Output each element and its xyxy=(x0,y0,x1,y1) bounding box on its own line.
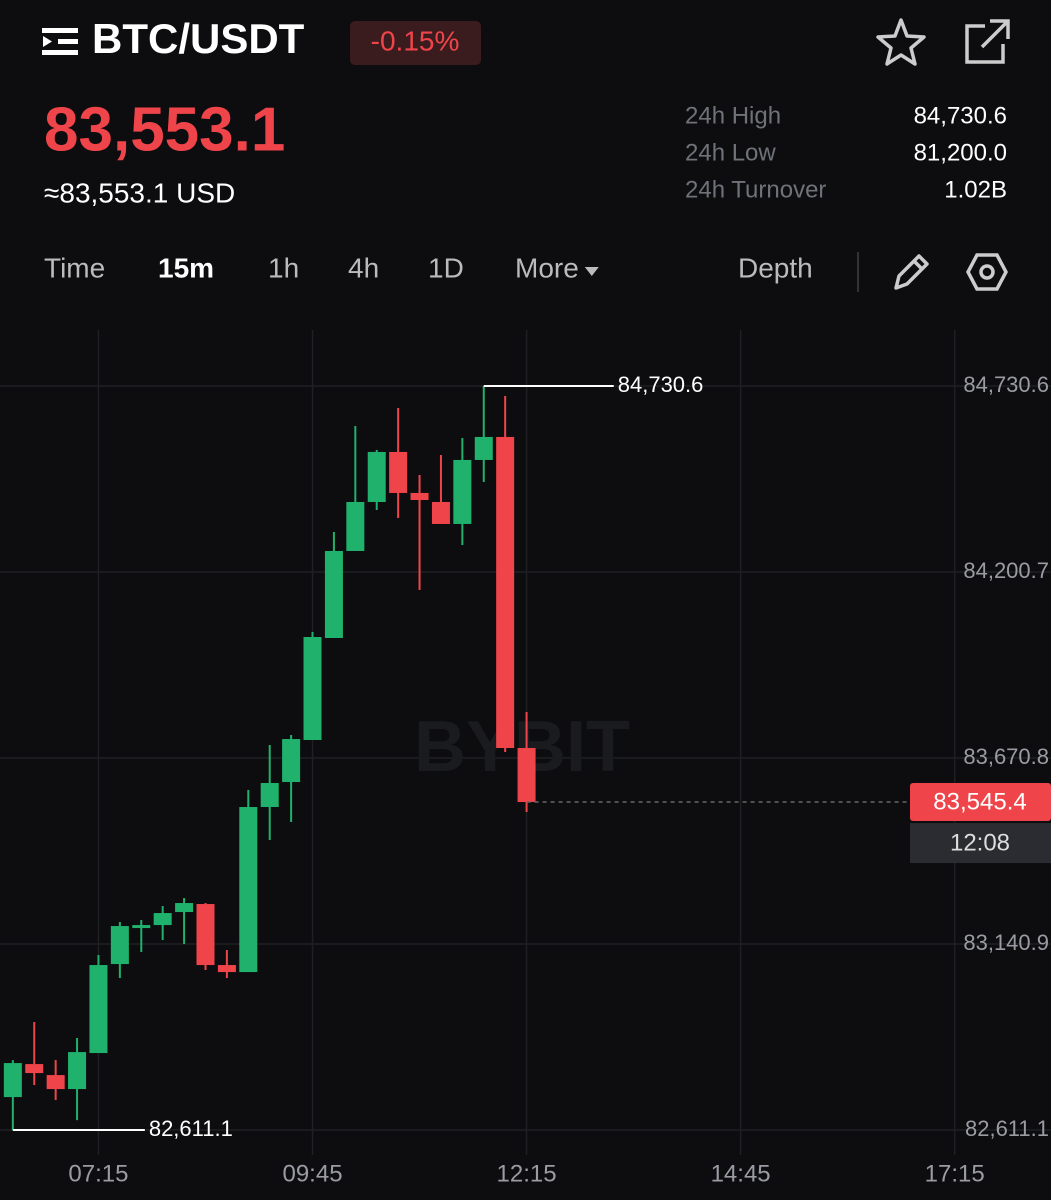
last-price: 83,553.1 xyxy=(44,95,285,164)
candle-body xyxy=(239,807,258,973)
interval-tab[interactable]: 1h xyxy=(268,252,299,283)
depth-tab[interactable]: Depth xyxy=(738,252,813,283)
countdown-label: 12:08 xyxy=(950,829,1010,856)
x-tick-label: 09:45 xyxy=(282,1160,342,1187)
price-usd: ≈83,553.1 USD xyxy=(44,177,235,208)
candle-body xyxy=(260,783,279,808)
candle-body xyxy=(153,913,172,926)
pair-title: BTC/USDT xyxy=(92,15,305,62)
dropdown-arrow xyxy=(584,267,599,276)
y-tick-label: 83,670.8 xyxy=(963,744,1049,769)
x-tick-label: 12:15 xyxy=(497,1160,557,1187)
interval-tab[interactable]: More xyxy=(515,252,579,283)
candle-body xyxy=(389,451,408,493)
candle-body xyxy=(410,492,429,500)
x-tick-label: 07:15 xyxy=(68,1160,128,1187)
stat-value: 84,730.6 xyxy=(914,102,1007,129)
candle-body xyxy=(25,1064,44,1074)
candle-body xyxy=(496,436,515,749)
stat-label: 24h Low xyxy=(685,139,776,166)
x-tick-label: 14:45 xyxy=(711,1160,771,1187)
interval-tab[interactable]: Time xyxy=(44,252,105,283)
draw-icon[interactable] xyxy=(894,254,929,290)
x-tick-label: 17:15 xyxy=(925,1160,985,1187)
candle-body xyxy=(68,1052,87,1090)
candle-body xyxy=(110,926,129,965)
candle-body xyxy=(431,501,450,524)
change-text: -0.15% xyxy=(371,25,460,56)
menu-icon[interactable] xyxy=(42,28,78,55)
change-badge xyxy=(350,21,481,65)
candle-body xyxy=(3,1063,22,1098)
interval-tab[interactable]: 15m xyxy=(158,252,214,283)
stat-label: 24h Turnover xyxy=(685,176,826,203)
low-marker-label: 82,611.1 xyxy=(149,1116,233,1141)
stat-label: 24h High xyxy=(685,102,781,129)
settings-icon[interactable] xyxy=(966,253,1008,291)
interval-tab[interactable]: 4h xyxy=(348,252,379,283)
candle-body xyxy=(217,965,236,973)
favorite-icon[interactable] xyxy=(876,18,926,66)
y-tick-label: 83,140.9 xyxy=(963,930,1049,955)
y-tick-label: 84,730.6 xyxy=(963,372,1049,397)
candle-body xyxy=(175,903,194,913)
share-icon[interactable] xyxy=(965,19,1010,64)
candle-body xyxy=(282,739,301,783)
y-tick-label: 84,200.7 xyxy=(963,558,1049,583)
high-marker-label: 84,730.6 xyxy=(618,372,704,397)
candle-body xyxy=(303,637,322,741)
candle-body xyxy=(367,451,386,502)
y-tick-label: 82,611.1 xyxy=(965,1116,1049,1141)
candle-body xyxy=(89,965,108,1054)
last-price-box xyxy=(910,783,1051,822)
candle-body xyxy=(196,904,215,966)
candle-body xyxy=(324,550,343,638)
countdown-box xyxy=(910,823,1051,864)
stat-value: 81,200.0 xyxy=(914,139,1007,166)
candle-body xyxy=(132,925,151,929)
candle-body xyxy=(474,436,493,460)
candle-body xyxy=(46,1075,65,1090)
candle-body xyxy=(453,459,472,524)
candle-body xyxy=(517,748,536,803)
interval-tab[interactable]: 1D xyxy=(428,252,464,283)
stat-value: 1.02B xyxy=(944,176,1007,203)
last-price-label: 83,545.4 xyxy=(933,788,1026,815)
candle-body xyxy=(346,501,365,551)
